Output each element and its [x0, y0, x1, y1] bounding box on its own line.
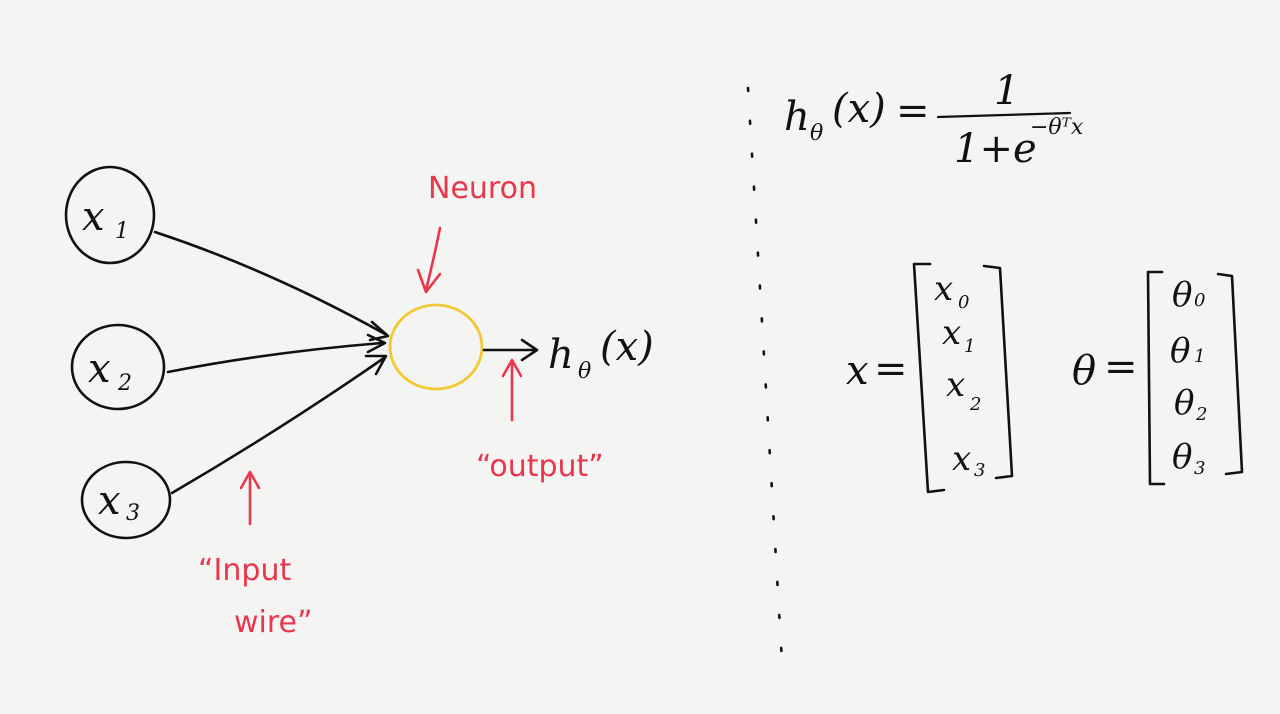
x-entry-2-sub: 2: [969, 394, 981, 415]
formula-h: h: [784, 94, 810, 140]
output-annotation: “output”: [476, 358, 604, 484]
input-wire-label-line1: “Input: [198, 553, 291, 588]
input-label: x: [98, 478, 121, 524]
formula-exponent: −θᵀx: [1030, 115, 1084, 140]
formula-equals: =: [896, 88, 930, 134]
output-arrow: [482, 338, 539, 362]
formula-arg: (x): [832, 86, 886, 132]
input-subscript: 1: [115, 219, 129, 244]
x-entry-0-var: x: [934, 269, 953, 309]
output-arg: (x): [600, 324, 654, 370]
input-subscript: 3: [126, 501, 140, 526]
input-wires: [153, 230, 390, 495]
output-label: “output”: [476, 449, 604, 484]
input-node-x2: x 2: [70, 323, 166, 411]
theta-entry-1-sub: 1: [1194, 346, 1205, 367]
theta-entry-1-var: θ: [1170, 331, 1190, 371]
fraction-bar: [936, 111, 1072, 119]
theta-entry-0-sub: 0: [1194, 290, 1205, 311]
dotted-divider: [746, 86, 784, 664]
output-theta: θ: [578, 359, 591, 384]
formula-denominator: 1+e: [954, 126, 1037, 172]
formula-theta: θ: [810, 121, 823, 146]
x-vector-left-bracket: [912, 262, 946, 494]
output-hypothesis: h θ (x): [548, 324, 654, 384]
neuron-label: Neuron: [428, 171, 537, 206]
input-node-x3: x 3: [80, 460, 172, 540]
input-label: x: [88, 346, 111, 392]
x-entry-2-var: x: [946, 365, 965, 405]
x-entry-1-sub: 1: [964, 336, 975, 357]
theta-vector-left-bracket: [1146, 270, 1166, 486]
input-wire-label-line2: wire”: [234, 605, 313, 640]
theta-vector-right-bracket: [1216, 272, 1244, 476]
theta-vector-name: θ: [1072, 348, 1096, 394]
theta-entry-0-var: θ: [1172, 275, 1192, 315]
output-h: h: [548, 332, 574, 378]
formula-numerator: 1: [994, 68, 1019, 114]
x-entry-3-var: x: [952, 439, 971, 479]
input-subscript: 2: [117, 371, 132, 396]
theta-entry-2-sub: 2: [1195, 404, 1207, 425]
theta-vector-equals: =: [1104, 344, 1138, 390]
theta-entry-3-sub: 3: [1194, 458, 1205, 479]
input-label: x: [82, 194, 105, 240]
neuron-annotation: Neuron: [416, 171, 537, 294]
x-entry-1-var: x: [942, 313, 961, 353]
x-entry-0-sub: 0: [958, 292, 969, 313]
input-node-x1: x 1: [64, 165, 156, 265]
theta-entry-2-var: θ: [1174, 383, 1194, 423]
neuron-circle: [388, 303, 484, 391]
x-vector: x = x 0 x 1 x 2 x 3: [846, 262, 1014, 494]
input-wire-annotation: “Input wire”: [198, 470, 313, 640]
theta-vector: θ = θ 0 θ 1 θ 2 θ 3: [1072, 270, 1244, 486]
x-entry-3-sub: 3: [974, 460, 985, 481]
sigmoid-formula: h θ (x) = 1 1+e −θᵀx: [784, 68, 1084, 172]
x-vector-equals: =: [874, 346, 908, 392]
theta-entry-3-var: θ: [1172, 437, 1192, 477]
x-vector-right-bracket: [982, 264, 1014, 480]
x-vector-name: x: [846, 348, 869, 394]
